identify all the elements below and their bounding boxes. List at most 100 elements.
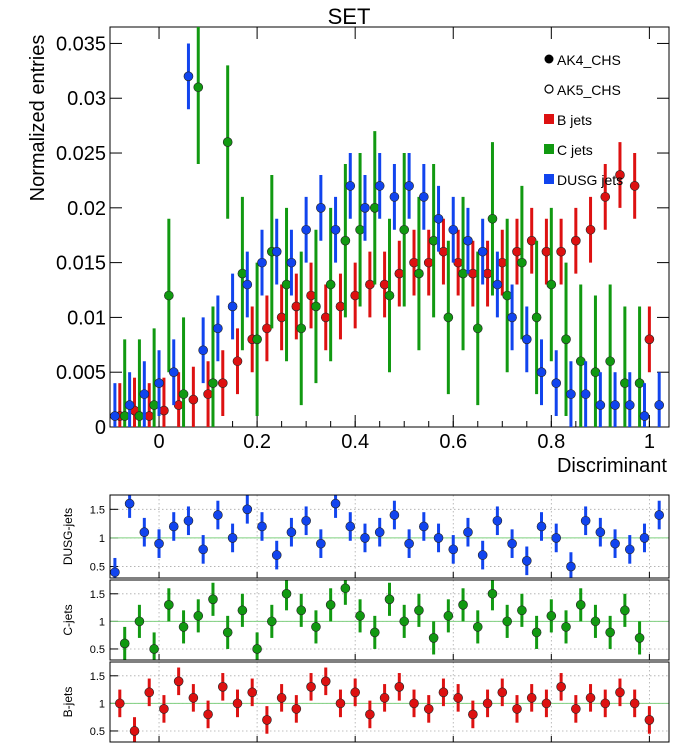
data-point	[615, 170, 625, 180]
data-point	[335, 301, 346, 312]
data-point	[301, 515, 311, 526]
data-point	[571, 704, 581, 714]
data-point	[291, 301, 302, 312]
y-tick-label: 0.035	[56, 33, 106, 55]
ratio-panel-dusg-jets: 0.5 1 1.5 DUSG-jets	[61, 494, 670, 579]
data-point	[267, 616, 277, 627]
data-point	[149, 644, 159, 654]
data-point	[271, 550, 282, 560]
data-point	[551, 378, 562, 388]
data-point	[110, 411, 120, 421]
data-point	[345, 521, 356, 532]
data-point	[306, 290, 316, 301]
data-point	[144, 687, 155, 698]
y-tick-label: 0.005	[56, 362, 106, 384]
data-point	[615, 687, 625, 698]
data-point	[252, 334, 262, 345]
ratio-frame	[109, 579, 670, 661]
data-point	[531, 627, 542, 638]
data-point	[379, 279, 390, 290]
data-point	[369, 203, 380, 213]
data-point	[458, 268, 468, 279]
data-point	[595, 527, 606, 538]
data-point	[164, 290, 174, 301]
data-point	[271, 246, 282, 257]
data-point	[394, 682, 405, 692]
data-point	[482, 698, 493, 709]
data-point	[620, 605, 630, 616]
data-point	[438, 246, 449, 257]
data-point	[134, 616, 145, 627]
data-point	[379, 693, 390, 703]
data-point	[590, 367, 601, 378]
data-point	[507, 538, 517, 549]
data-point	[291, 704, 302, 714]
data-point	[345, 181, 356, 191]
data-point	[561, 334, 571, 345]
legend-marker-square	[544, 114, 554, 124]
x-axis-title: Discriminant	[557, 455, 667, 477]
data-point	[188, 394, 199, 405]
data-point	[325, 600, 336, 610]
data-point	[232, 356, 243, 367]
y-tick-label: 1	[99, 616, 105, 628]
data-point	[546, 611, 557, 621]
data-point	[139, 389, 150, 399]
main-x-axis: 0 0.2 0.4 0.6 0.8 1	[109, 27, 655, 453]
data-point	[428, 235, 439, 246]
y-tick-label: 0.03	[67, 88, 106, 110]
data-point	[365, 279, 375, 290]
data-point	[546, 279, 557, 290]
data-point	[487, 588, 498, 599]
data-point	[610, 538, 620, 549]
data-point	[217, 378, 228, 388]
legend-label: AK5_CHS	[557, 82, 621, 98]
data-point	[512, 704, 522, 714]
data-point	[316, 538, 326, 549]
data-point	[193, 82, 204, 93]
data-point	[438, 687, 449, 698]
data-point	[620, 378, 630, 388]
data-point	[600, 192, 611, 202]
legend-label: DUSG jets	[557, 172, 623, 188]
data-point	[644, 334, 655, 345]
data-point	[580, 389, 591, 399]
data-point	[556, 682, 566, 692]
data-point	[468, 268, 478, 279]
data-point	[227, 533, 238, 543]
data-point	[521, 334, 532, 345]
data-point	[566, 561, 576, 572]
data-point	[173, 400, 184, 410]
data-point	[580, 515, 591, 526]
data-point	[419, 192, 429, 202]
data-point	[242, 504, 253, 515]
data-point	[178, 389, 189, 399]
data-point	[183, 515, 194, 526]
data-point	[419, 521, 429, 532]
data-point	[629, 698, 640, 709]
data-point	[311, 301, 321, 312]
data-point	[551, 533, 562, 543]
data-point	[360, 533, 370, 543]
data-point	[325, 279, 336, 290]
data-point	[507, 312, 517, 323]
y-tick-label: 0.02	[67, 198, 106, 220]
data-point	[119, 638, 130, 649]
legend-label: AK4_CHS	[557, 52, 621, 68]
data-point	[423, 257, 434, 268]
x-tick-label: 0.8	[537, 431, 565, 453]
ratio-panel-c-jets: 0.5 1 1.5 C-jets	[61, 579, 670, 661]
data-point	[119, 411, 130, 421]
data-point	[320, 676, 331, 687]
data-point	[335, 698, 346, 709]
x-tick-label: 1	[644, 431, 655, 453]
data-point	[541, 698, 552, 709]
data-point	[276, 693, 287, 703]
data-point	[281, 279, 292, 290]
data-point	[262, 323, 272, 334]
data-point	[301, 224, 311, 235]
data-point	[296, 605, 307, 616]
data-point	[566, 389, 576, 399]
data-point	[198, 544, 208, 555]
chart-title: SET	[328, 4, 371, 29]
